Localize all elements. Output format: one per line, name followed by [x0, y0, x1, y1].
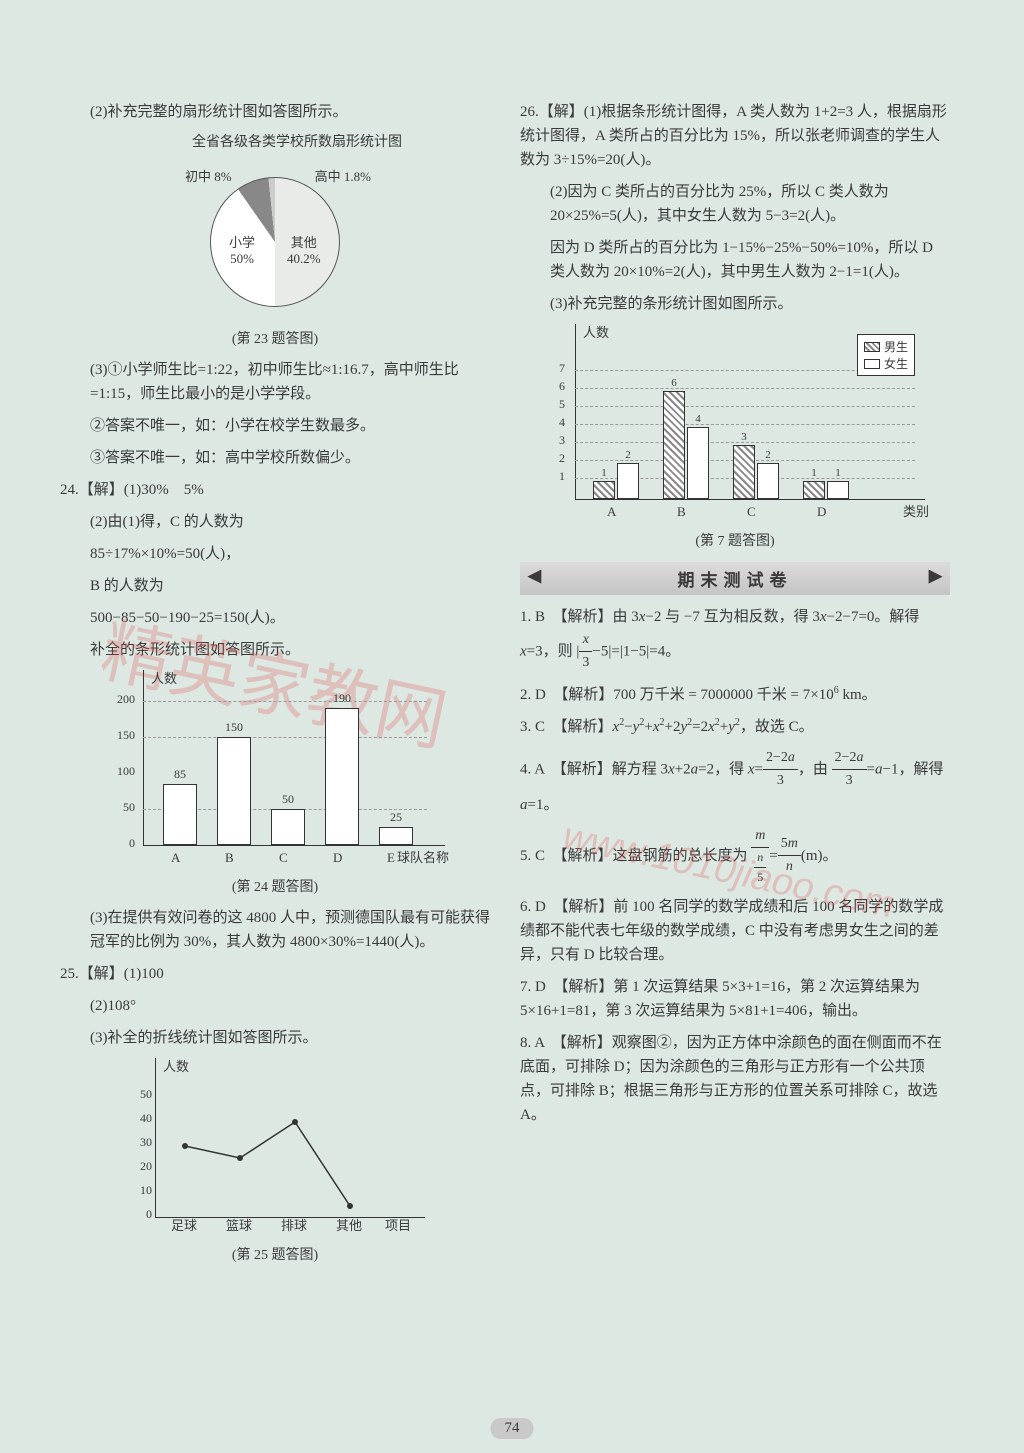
pie-label-other: 其他40.2%: [287, 232, 321, 267]
q26-p4: (3)补充完整的条形统计图如图所示。: [520, 292, 950, 316]
q23-p1: (2)补充完整的扇形统计图如答图所示。: [60, 100, 490, 124]
q25-line-chart: 人数 0 10 20 30 40 50 足球 篮球 排球 其他 项目: [125, 1058, 425, 1238]
q25-head: 25.【解】(1)100: [60, 962, 490, 986]
ans-4: 4. A 【解析】解方程 3x+2a=2，得 x=2−2a3，由 2−2a3=a…: [520, 747, 950, 817]
ans-8: 8. A 【解析】观察图②，因为正方体中涂颜色的面在侧面而不在底面，可排除 D；…: [520, 1031, 950, 1127]
q26-p3: 因为 D 类所占的百分比为 1−15%−25%−50%=10%，所以 D 类人数…: [520, 236, 950, 284]
q23-p4: ③答案不唯一，如：高中学校所数偏少。: [60, 446, 490, 470]
q24-head: 24.【解】(1)30% 5%: [60, 478, 490, 502]
q26-caption: (第 7 题答图): [520, 530, 950, 550]
ans-2: 2. D 【解析】700 万千米 = 7000000 千米 = 7×106 km…: [520, 683, 950, 707]
q24-a2c: B 的人数为: [60, 574, 490, 598]
q24-caption: (第 24 题答图): [60, 876, 490, 896]
bar-ylabel: 人数: [151, 668, 177, 687]
q25-a2: (2)108°: [60, 994, 490, 1018]
q24-a2e: 补全的条形统计图如答图所示。: [60, 638, 490, 662]
q24-a2b: 85÷17%×10%=50(人)，: [60, 542, 490, 566]
q26-p2: (2)因为 C 类所占的百分比为 25%，所以 C 类人数为 20×25%=5(…: [520, 180, 950, 228]
q24-a3: (3)在提供有效问卷的这 4800 人中，预测德国队最有可能获得冠军的比例为 3…: [60, 906, 490, 954]
page-number: 74: [491, 1418, 534, 1439]
ans-7: 7. D 【解析】第 1 次运算结果 5×3+1=16，第 2 次运算结果为 5…: [520, 975, 950, 1023]
section-heading: 期末测试卷: [520, 562, 950, 595]
q23-pie-title: 全省各级各类学校所数扇形统计图: [60, 132, 490, 154]
q23-caption: (第 23 题答图): [60, 328, 490, 348]
ans-1: 1. B 【解析】由 3x−2 与 −7 互为相反数，得 3x−2−7=0。解得…: [520, 605, 950, 675]
q24-a2d: 500−85−50−190−25=150(人)。: [60, 606, 490, 630]
q23-pie-chart: 初中 8% 高中 1.8% 小学50% 其他40.2%: [60, 162, 490, 322]
q24-bar-chart: 人数 球队名称 0 50 100 150 200 85 150 50 190 2…: [105, 670, 445, 870]
bar-xlabel: 球队名称: [397, 847, 449, 866]
left-column: (2)补充完整的扇形统计图如答图所示。 全省各级各类学校所数扇形统计图 初中 8…: [60, 100, 490, 1274]
page-columns: (2)补充完整的扇形统计图如答图所示。 全省各级各类学校所数扇形统计图 初中 8…: [60, 100, 964, 1274]
pie-label-primary: 小学50%: [229, 232, 255, 267]
q26-grouped-bar-chart: 人数 类别 1 2 3 4 5 6 7 男生 女生 1 2: [545, 324, 925, 524]
q23-p3: ②答案不唯一，如：小学在校学生数最多。: [60, 414, 490, 438]
q25-a3: (3)补全的折线统计图如答图所示。: [60, 1026, 490, 1050]
right-column: 26.【解】(1)根据条形统计图得，A 类人数为 1+2=3 人，根据扇形统计图…: [520, 100, 950, 1274]
q24-a2: (2)由(1)得，C 的人数为: [60, 510, 490, 534]
ans-3: 3. C 【解析】x2−y2+x2+2y2=2x2+y2，故选 C。: [520, 715, 950, 739]
q25-caption: (第 25 题答图): [60, 1244, 490, 1264]
pie-label-junior: 初中 8%: [185, 166, 232, 185]
legend: 男生 女生: [857, 334, 915, 376]
q23-p2: (3)①小学师生比=1:22，初中师生比≈1:16.7，高中师生比=1:15，师…: [60, 358, 490, 406]
pie-label-senior: 高中 1.8%: [315, 166, 371, 185]
q26-p1: 26.【解】(1)根据条形统计图得，A 类人数为 1+2=3 人，根据扇形统计图…: [520, 100, 950, 172]
